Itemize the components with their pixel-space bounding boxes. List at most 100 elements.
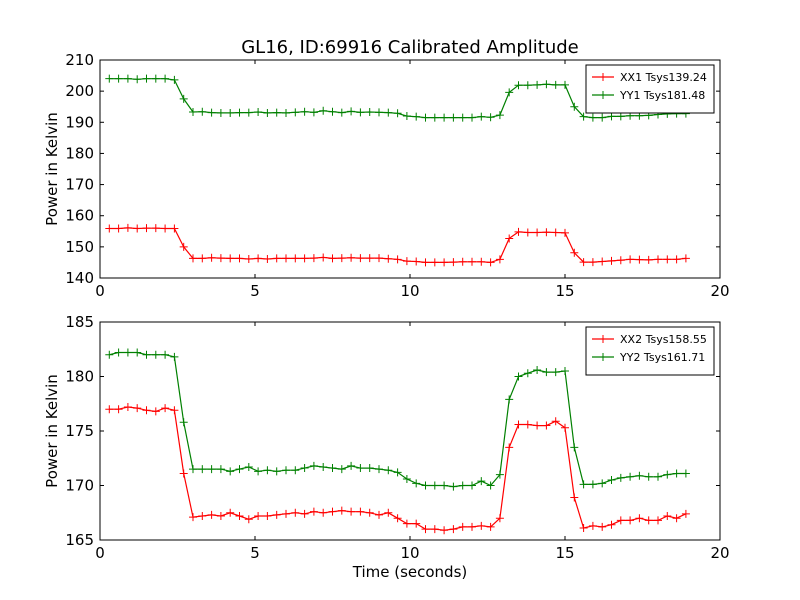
data-point bbox=[291, 254, 300, 263]
top-plot: 0 5 10 15 20 140 150 160 170 180 190 200 210 Power in… bbox=[43, 51, 730, 300]
data-point bbox=[114, 405, 123, 414]
data-point bbox=[458, 257, 467, 266]
y-tick-label: 170 bbox=[65, 477, 94, 495]
data-point bbox=[393, 255, 402, 264]
data-point bbox=[430, 481, 439, 490]
data-point bbox=[216, 512, 225, 521]
data-point bbox=[402, 519, 411, 528]
data-point bbox=[542, 421, 551, 430]
data-point bbox=[635, 471, 644, 480]
legend-label: XX1 Tsys139.24 bbox=[620, 71, 707, 84]
data-point bbox=[272, 254, 281, 263]
y-tick-label: 190 bbox=[65, 113, 94, 131]
data-point bbox=[486, 481, 495, 490]
data-point bbox=[533, 80, 542, 89]
data-point bbox=[263, 108, 272, 117]
x-tick-label: 20 bbox=[710, 544, 729, 562]
data-point bbox=[161, 74, 170, 83]
x-tick-label: 5 bbox=[250, 544, 260, 562]
data-point bbox=[430, 113, 439, 122]
data-point bbox=[309, 461, 318, 470]
data-point bbox=[654, 516, 662, 525]
data-point bbox=[189, 465, 197, 474]
data-point bbox=[514, 420, 523, 429]
data-point bbox=[468, 481, 476, 490]
data-point bbox=[319, 508, 328, 517]
data-point bbox=[607, 256, 616, 265]
data-point bbox=[681, 509, 690, 518]
data-point bbox=[505, 395, 514, 404]
data-point bbox=[644, 472, 653, 481]
data-point bbox=[523, 420, 532, 429]
legend-label: YY1 Tsys181.48 bbox=[619, 89, 705, 102]
data-point bbox=[207, 510, 216, 519]
legend-label: YY2 Tsys161.71 bbox=[619, 351, 705, 364]
data-point bbox=[616, 516, 625, 525]
data-point bbox=[142, 224, 151, 233]
data-point bbox=[477, 477, 486, 486]
data-point bbox=[254, 467, 263, 476]
data-point bbox=[291, 508, 300, 517]
data-point bbox=[356, 464, 365, 473]
data-point bbox=[328, 254, 337, 263]
y-tick-label: 185 bbox=[65, 313, 94, 331]
data-point bbox=[449, 482, 458, 491]
data-point bbox=[449, 525, 458, 534]
data-point bbox=[458, 481, 467, 490]
data-point bbox=[300, 107, 309, 116]
data-point bbox=[198, 465, 207, 474]
data-point bbox=[626, 516, 635, 525]
data-point bbox=[588, 480, 597, 489]
x-tick-label: 20 bbox=[710, 282, 729, 300]
data-point bbox=[291, 108, 300, 117]
data-point bbox=[105, 224, 114, 233]
data-point bbox=[616, 256, 625, 265]
data-point bbox=[393, 468, 402, 477]
data-point bbox=[328, 464, 337, 473]
data-point bbox=[551, 80, 560, 89]
data-point bbox=[551, 368, 560, 377]
data-point bbox=[672, 469, 681, 478]
x-tick-label: 0 bbox=[95, 544, 105, 562]
data-point bbox=[216, 465, 225, 474]
data-point bbox=[337, 254, 346, 263]
data-point bbox=[198, 254, 207, 263]
data-point bbox=[477, 257, 486, 266]
data-point bbox=[561, 228, 569, 237]
data-point bbox=[672, 514, 681, 523]
data-point bbox=[607, 476, 616, 485]
x-tick-label: 0 bbox=[95, 282, 105, 300]
data-point bbox=[263, 466, 272, 475]
data-point bbox=[319, 253, 328, 262]
data-point bbox=[663, 512, 672, 521]
data-point bbox=[151, 407, 160, 416]
data-point bbox=[375, 254, 383, 263]
data-point bbox=[542, 368, 551, 377]
data-point bbox=[347, 107, 356, 116]
data-point bbox=[607, 112, 616, 121]
data-point bbox=[598, 479, 607, 488]
data-point bbox=[421, 525, 430, 534]
data-point bbox=[272, 510, 281, 519]
data-point bbox=[505, 443, 514, 452]
data-point bbox=[440, 113, 449, 122]
data-point bbox=[337, 506, 346, 515]
y-tick-label: 150 bbox=[65, 238, 94, 256]
data-point bbox=[244, 515, 253, 524]
data-point bbox=[272, 467, 281, 476]
x-axis-label: Time (seconds) bbox=[352, 563, 468, 581]
data-point bbox=[495, 255, 504, 264]
x-tick-label: 5 bbox=[250, 282, 260, 300]
legend-marker bbox=[599, 335, 607, 343]
data-point bbox=[486, 522, 495, 531]
data-point bbox=[161, 350, 170, 359]
x-tick-label: 15 bbox=[555, 282, 574, 300]
data-point bbox=[142, 406, 151, 415]
data-point bbox=[458, 522, 467, 531]
data-point bbox=[449, 113, 458, 122]
data-point bbox=[449, 258, 458, 267]
data-point bbox=[402, 257, 411, 266]
x-tick-label: 10 bbox=[400, 544, 419, 562]
data-point bbox=[430, 258, 439, 267]
data-point bbox=[272, 108, 281, 117]
